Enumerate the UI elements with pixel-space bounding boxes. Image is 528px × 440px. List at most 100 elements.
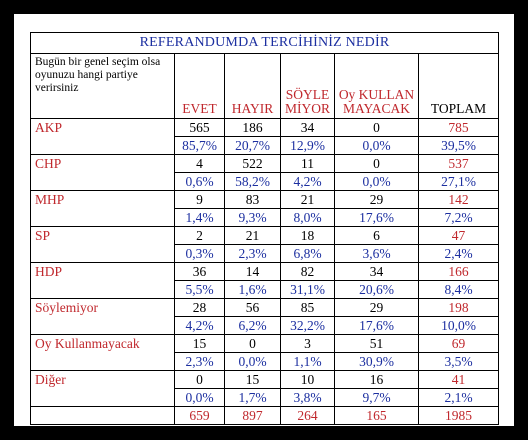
- party-spacer-cell: [30, 280, 175, 299]
- percent-oy-kullanmayacak-soylemiyor: 1,1%: [280, 352, 335, 371]
- count-sp-hayir: 21: [224, 226, 281, 245]
- count-mhp-oy-kullanmayacak: 29: [334, 190, 419, 209]
- count-mhp-hayir: 83: [224, 190, 281, 209]
- table-row-percents-mhp: 1,4% 9,3% 8,0% 17,6% 7,2%: [30, 208, 500, 227]
- percent-sp-toplam: 2,4%: [417, 244, 500, 263]
- count-akp-hayir: 186: [224, 118, 281, 137]
- count-akp-oy-kullanmayacak: 0: [334, 118, 419, 137]
- count-sp-soylemiyor: 18: [280, 226, 335, 245]
- party-label-oy-kullanmayacak: Oy Kullanmayacak: [30, 334, 175, 353]
- table-row-counts-oy-kullanmayacak: Oy Kullanmayacak 15 0 3 51 69: [30, 334, 500, 353]
- percent-sp-soylemiyor: 6,8%: [280, 244, 335, 263]
- count-akp-soylemiyor: 34: [280, 118, 335, 137]
- percent-akp-hayir: 20,7%: [224, 136, 281, 155]
- percent-diger-oy-kullanmayacak: 9,7%: [334, 388, 419, 407]
- title-row: REFERANDUMDA TERCİHİNİZ NEDİR: [29, 32, 500, 54]
- table-row-percents-akp: 85,7% 20,7% 12,9% 0,0% 39,5%: [30, 136, 500, 155]
- percent-diger-evet: 0,0%: [174, 388, 225, 407]
- count-mhp-toplam: 142: [417, 190, 500, 209]
- party-label-mhp: MHP: [30, 190, 175, 209]
- table-row-percents-diger: 0,0% 1,7% 3,8% 9,7% 2,1%: [30, 388, 500, 407]
- party-label-diger: Diğer: [30, 370, 175, 389]
- percent-mhp-toplam: 7,2%: [417, 208, 500, 227]
- party-spacer-cell: [30, 172, 175, 191]
- percent-akp-soylemiyor: 12,9%: [280, 136, 335, 155]
- col-header-evet: EVET: [174, 53, 225, 119]
- percent-soylemiyor-soylemiyor: 32,2%: [280, 316, 335, 335]
- percent-oy-kullanmayacak-oy-kullanmayacak: 30,9%: [334, 352, 419, 371]
- count-sp-evet: 2: [174, 226, 225, 245]
- total-soylemiyor: 264: [280, 406, 335, 425]
- percent-hdp-soylemiyor: 31,1%: [280, 280, 335, 299]
- count-soylemiyor-soylemiyor: 85: [280, 298, 335, 317]
- count-oy-kullanmayacak-evet: 15: [174, 334, 225, 353]
- count-hdp-oy-kullanmayacak: 34: [334, 262, 419, 281]
- party-label-soylemiyor: Söylemiyor: [30, 298, 175, 317]
- table-row-counts-hdp: HDP 36 14 82 34 166: [30, 262, 500, 281]
- table-row-counts-mhp: MHP 9 83 21 29 142: [30, 190, 500, 209]
- party-spacer-cell: [30, 388, 175, 407]
- percent-sp-oy-kullanmayacak: 3,6%: [334, 244, 419, 263]
- count-diger-soylemiyor: 10: [280, 370, 335, 389]
- percent-mhp-oy-kullanmayacak: 17,6%: [334, 208, 419, 227]
- count-chp-oy-kullanmayacak: 0: [334, 154, 419, 173]
- party-spacer-cell: [30, 208, 175, 227]
- referendum-table: REFERANDUMDA TERCİHİNİZ NEDİR Bugün bir …: [29, 32, 500, 425]
- party-spacer-cell: [30, 352, 175, 371]
- count-diger-evet: 0: [174, 370, 225, 389]
- count-akp-evet: 565: [174, 118, 225, 137]
- table-row-counts-diger: Diğer 0 15 10 16 41: [30, 370, 500, 389]
- percent-diger-hayir: 1,7%: [224, 388, 281, 407]
- percent-sp-hayir: 2,3%: [224, 244, 281, 263]
- percent-soylemiyor-oy-kullanmayacak: 17,6%: [334, 316, 419, 335]
- count-hdp-toplam: 166: [417, 262, 500, 281]
- count-hdp-evet: 36: [174, 262, 225, 281]
- party-spacer-cell: [30, 244, 175, 263]
- count-chp-toplam: 537: [417, 154, 500, 173]
- percent-akp-evet: 85,7%: [174, 136, 225, 155]
- percent-hdp-oy-kullanmayacak: 20,6%: [334, 280, 419, 299]
- percent-akp-oy-kullanmayacak: 0,0%: [334, 136, 419, 155]
- totals-label-cell: [30, 406, 175, 425]
- party-spacer-cell: [30, 316, 175, 335]
- count-oy-kullanmayacak-toplam: 69: [417, 334, 500, 353]
- percent-diger-toplam: 2,1%: [417, 388, 500, 407]
- percent-mhp-hayir: 9,3%: [224, 208, 281, 227]
- count-chp-soylemiyor: 11: [280, 154, 335, 173]
- party-label-sp: SP: [30, 226, 175, 245]
- table-row-counts-chp: CHP 4 522 11 0 537: [30, 154, 500, 173]
- table-row-counts-soylemiyor: Söylemiyor 28 56 85 29 198: [30, 298, 500, 317]
- count-akp-toplam: 785: [417, 118, 500, 137]
- percent-hdp-toplam: 8,4%: [417, 280, 500, 299]
- table-row-percents-sp: 0,3% 2,3% 6,8% 3,6% 2,4%: [30, 244, 500, 263]
- percent-mhp-soylemiyor: 8,0%: [280, 208, 335, 227]
- count-diger-oy-kullanmayacak: 16: [334, 370, 419, 389]
- percent-oy-kullanmayacak-toplam: 3,5%: [417, 352, 500, 371]
- totals-row: 659 897 264 165 1985: [30, 406, 500, 425]
- count-hdp-soylemiyor: 82: [280, 262, 335, 281]
- percent-hdp-hayir: 1,6%: [224, 280, 281, 299]
- table-row-counts-akp: AKP 565 186 34 0 785: [30, 118, 500, 137]
- count-hdp-hayir: 14: [224, 262, 281, 281]
- col-header-hayir: HAYIR: [224, 53, 281, 119]
- percent-oy-kullanmayacak-hayir: 0,0%: [224, 352, 281, 371]
- count-sp-oy-kullanmayacak: 6: [334, 226, 419, 245]
- count-sp-toplam: 47: [417, 226, 500, 245]
- table-row-percents-hdp: 5,5% 1,6% 31,1% 20,6% 8,4%: [30, 280, 500, 299]
- col-header-soylemiyor: SÖYLE MİYOR: [280, 53, 335, 119]
- count-soylemiyor-hayir: 56: [224, 298, 281, 317]
- percent-diger-soylemiyor: 3,8%: [280, 388, 335, 407]
- percent-soylemiyor-toplam: 10,0%: [417, 316, 500, 335]
- table-row-percents-soylemiyor: 4,2% 6,2% 32,2% 17,6% 10,0%: [30, 316, 500, 335]
- percent-oy-kullanmayacak-evet: 2,3%: [174, 352, 225, 371]
- count-mhp-evet: 9: [174, 190, 225, 209]
- total-evet: 659: [174, 406, 225, 425]
- count-chp-evet: 4: [174, 154, 225, 173]
- percent-chp-soylemiyor: 4,2%: [280, 172, 335, 191]
- party-label-chp: CHP: [30, 154, 175, 173]
- party-label-akp: AKP: [30, 118, 175, 137]
- count-soylemiyor-evet: 28: [174, 298, 225, 317]
- percent-soylemiyor-evet: 4,2%: [174, 316, 225, 335]
- total-toplam: 1985: [417, 406, 500, 425]
- percent-akp-toplam: 39,5%: [417, 136, 500, 155]
